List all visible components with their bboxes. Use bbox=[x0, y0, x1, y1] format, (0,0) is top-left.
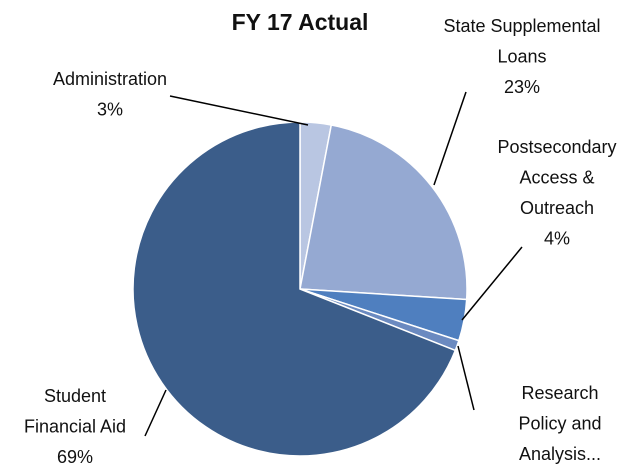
slice-label: Policy and bbox=[518, 413, 601, 433]
slice-label: Outreach bbox=[520, 198, 594, 218]
pie-slice bbox=[132, 121, 457, 457]
value-label: 69% bbox=[57, 447, 93, 466]
value-label: 4% bbox=[544, 228, 570, 248]
leader-line bbox=[433, 91, 467, 186]
slice-label: Analysis... bbox=[519, 444, 601, 464]
leader-line bbox=[144, 389, 167, 437]
leader-line bbox=[461, 246, 523, 321]
slice-label: Administration bbox=[53, 69, 167, 89]
slice-label: Postsecondary bbox=[497, 137, 616, 157]
slice-label: State Supplemental bbox=[443, 16, 600, 36]
slice-label: Financial Aid bbox=[24, 416, 126, 436]
slice-label: Access & bbox=[519, 167, 594, 187]
slice-label: Student bbox=[44, 386, 106, 406]
slice-label: Loans bbox=[497, 46, 546, 66]
leader-line bbox=[457, 345, 475, 411]
chart-title: FY 17 Actual bbox=[232, 9, 369, 35]
leader-line bbox=[169, 95, 309, 126]
slice-label: Research bbox=[521, 383, 598, 403]
value-label: 23% bbox=[504, 77, 540, 97]
value-label: 3% bbox=[97, 99, 123, 119]
pie-slice bbox=[299, 124, 468, 301]
